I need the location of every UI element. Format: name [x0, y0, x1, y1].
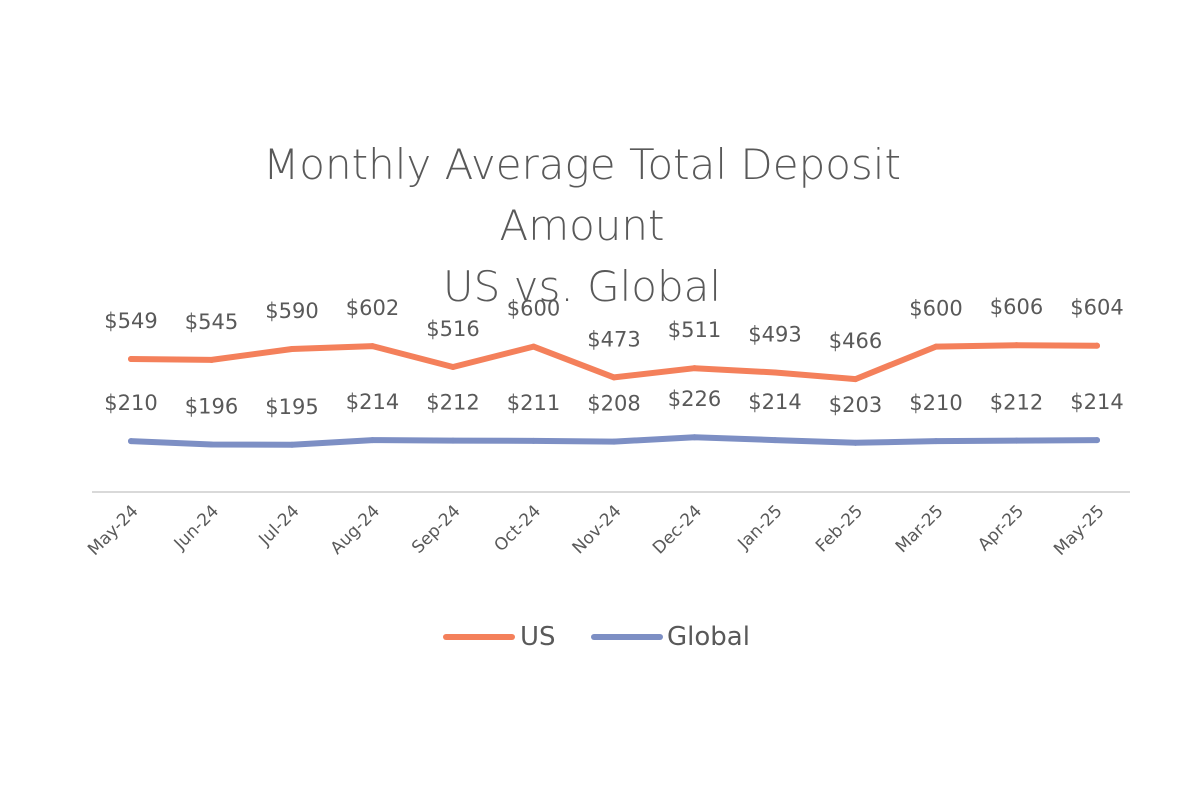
legend-label-us: US	[520, 622, 556, 652]
data-label-global: $208	[587, 392, 640, 416]
data-label-us: $590	[265, 299, 318, 323]
data-label-global: $210	[909, 391, 962, 415]
data-label-us: $602	[346, 296, 399, 320]
data-label-global: $203	[829, 393, 882, 417]
data-point-global	[772, 437, 778, 444]
data-point-us	[1013, 342, 1020, 349]
data-label-us: $600	[507, 297, 560, 321]
data-point-us	[1094, 342, 1100, 349]
data-point-global	[611, 438, 617, 445]
x-tick-label: Nov-24	[569, 501, 626, 558]
x-tick-label: Mar-25	[892, 501, 948, 557]
x-tick-label: Jun-24	[170, 501, 223, 554]
data-point-us	[128, 355, 134, 362]
data-point-global	[852, 439, 859, 446]
data-point-global	[1013, 437, 1020, 444]
x-tick-label: Aug-24	[327, 501, 384, 558]
data-point-us	[530, 343, 537, 350]
data-label-global: $214	[1070, 390, 1123, 414]
x-tick-label: Oct-24	[490, 501, 545, 556]
data-point-global	[691, 434, 698, 441]
data-point-us	[450, 363, 456, 370]
data-label-global: $210	[104, 391, 157, 415]
data-point-us	[369, 343, 376, 350]
data-label-global: $214	[346, 390, 399, 414]
x-tick-label: Dec-24	[649, 501, 706, 558]
data-label-us: $466	[829, 329, 882, 353]
data-label-us: $511	[668, 318, 721, 342]
x-tick-label: May-25	[1050, 501, 1108, 559]
data-point-us	[611, 374, 617, 381]
data-point-global	[1094, 437, 1100, 444]
data-label-us: $549	[104, 309, 157, 333]
data-point-us	[208, 356, 215, 363]
data-point-us	[691, 365, 698, 372]
data-point-global	[208, 441, 215, 448]
data-point-us	[772, 369, 778, 376]
chart-title: Monthly Average Total Deposit Amount US …	[0, 134, 1164, 317]
data-label-us: $516	[426, 317, 479, 341]
data-label-us: $606	[990, 295, 1043, 319]
data-label-us: $600	[909, 297, 962, 321]
x-tick-label: Feb-25	[812, 501, 867, 556]
data-label-global: $211	[507, 391, 560, 415]
x-tick-label: Jul-24	[255, 501, 304, 550]
data-point-global	[933, 438, 939, 445]
data-point-global	[128, 438, 134, 445]
data-point-global	[450, 437, 456, 444]
chart-title-line-3: US vs. Global	[442, 262, 722, 311]
data-label-global: $226	[668, 387, 721, 411]
data-label-us: $473	[587, 327, 640, 351]
data-label-us: $493	[748, 323, 801, 347]
x-tick-label: Jan-25	[734, 501, 787, 554]
x-tick-label: Apr-25	[974, 501, 1028, 555]
data-point-global	[530, 437, 537, 444]
data-point-global	[369, 437, 376, 444]
data-label-us: $604	[1070, 296, 1123, 320]
data-point-us	[852, 376, 859, 383]
data-label-global: $195	[265, 395, 318, 419]
data-label-us: $545	[185, 310, 238, 334]
data-label-global: $212	[426, 391, 479, 415]
data-label-global: $214	[748, 390, 801, 414]
legend-label-global: Global	[667, 622, 750, 652]
chart-title-line-2: Amount	[499, 201, 665, 250]
data-point-global	[289, 441, 295, 448]
chart-title-line-1: Monthly Average Total Deposit	[263, 140, 901, 189]
data-point-us	[933, 343, 939, 350]
data-point-us	[289, 346, 295, 353]
data-label-global: $212	[990, 391, 1043, 415]
data-label-global: $196	[185, 395, 238, 419]
x-tick-label: Sep-24	[408, 501, 464, 557]
x-tick-label: May-24	[84, 501, 142, 559]
